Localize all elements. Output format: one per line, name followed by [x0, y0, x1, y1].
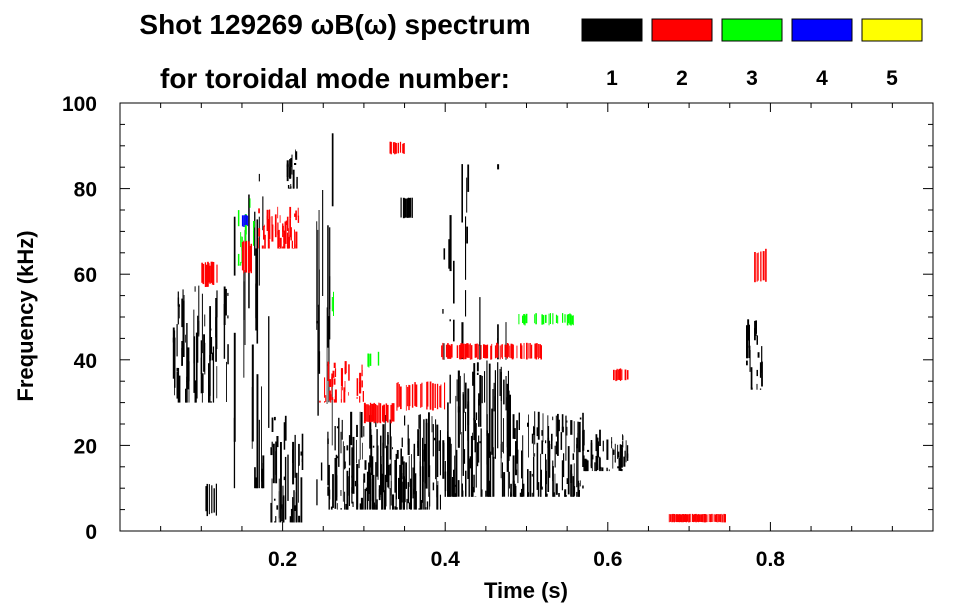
- spectrum-region-mode-2: [241, 240, 252, 274]
- x-axis-label: Time (s): [484, 578, 568, 603]
- spectrum-region-mode-4: [241, 214, 249, 227]
- legend-swatch-mode-3: [721, 18, 783, 42]
- spectrum-region-mode-1: [510, 411, 585, 497]
- axes: 0.2 0.4 0.6 0.8 0 20 40 60 80 100: [62, 93, 933, 571]
- legend-swatch-mode-4: [791, 18, 853, 42]
- legend-swatch-mode-5: [861, 18, 923, 42]
- legend-label-mode-1: 1: [606, 67, 618, 90]
- legend: 1 2 3 4 5: [581, 18, 923, 90]
- spectrum-region-mode-1: [316, 190, 331, 506]
- spectrum-region-mode-2: [396, 381, 446, 411]
- spectrum-region-mode-2: [754, 248, 767, 283]
- y-tick-label: 80: [74, 179, 97, 202]
- spectrum-region-mode-1: [327, 411, 441, 510]
- spectrum-region-mode-3: [518, 313, 574, 326]
- spectrum-region-mode-2: [363, 402, 395, 424]
- legend-label-mode-4: 4: [816, 67, 828, 90]
- spectrum-region-mode-1: [233, 194, 254, 489]
- spectrum-region-mode-2: [319, 361, 364, 403]
- spectrum-region-mode-2: [258, 206, 300, 249]
- chart-title: Shot 129269 ωB(ω) spectrum: [139, 9, 530, 40]
- y-tick-label: 60: [74, 264, 97, 287]
- legend-swatch-mode-1: [581, 18, 643, 42]
- spectrum-region-mode-1: [400, 197, 413, 219]
- spectrum-data: [172, 133, 767, 523]
- x-tick-label: 0.8: [756, 548, 786, 571]
- spectrum-region-mode-2: [668, 513, 726, 523]
- legend-label-mode-3: 3: [746, 67, 758, 90]
- x-tick-label: 0.4: [431, 548, 461, 571]
- spectrum-region-mode-1: [286, 149, 298, 189]
- y-tick-label: 100: [62, 93, 97, 116]
- y-axis-label: Frequency (kHz): [13, 230, 38, 401]
- spectrum-region-mode-1: [254, 173, 270, 489]
- spectrum-region-mode-1: [172, 285, 229, 403]
- legend-swatch-mode-2: [651, 18, 713, 42]
- spectrum-region-mode-1: [583, 429, 629, 472]
- spectrum-region-mode-1: [442, 164, 507, 360]
- spectrum-region-mode-3: [367, 351, 380, 368]
- legend-label-mode-2: 2: [676, 67, 688, 90]
- spectrum-region-mode-1: [205, 483, 217, 517]
- legend-label-mode-5: 5: [886, 67, 898, 90]
- spectrum-region-mode-3: [331, 291, 334, 316]
- chart-subtitle: for toroidal mode number:: [160, 63, 510, 94]
- spectrum-region-mode-2: [441, 342, 542, 360]
- spectrum-region-mode-2: [389, 141, 405, 155]
- spectrum-region-mode-1: [746, 319, 763, 390]
- spectrum-region-mode-2: [201, 261, 218, 287]
- x-tick-label: 0.2: [268, 548, 297, 571]
- spectrum-region-mode-1: [442, 360, 511, 497]
- x-tick-label: 0.6: [593, 548, 622, 571]
- y-tick-label: 40: [74, 350, 97, 373]
- spectrum-region-mode-1: [327, 133, 334, 446]
- y-tick-label: 20: [74, 435, 97, 458]
- spectrum-region-mode-1: [270, 415, 304, 523]
- spectrum-region-mode-2: [613, 368, 629, 382]
- y-tick-label: 0: [85, 521, 97, 544]
